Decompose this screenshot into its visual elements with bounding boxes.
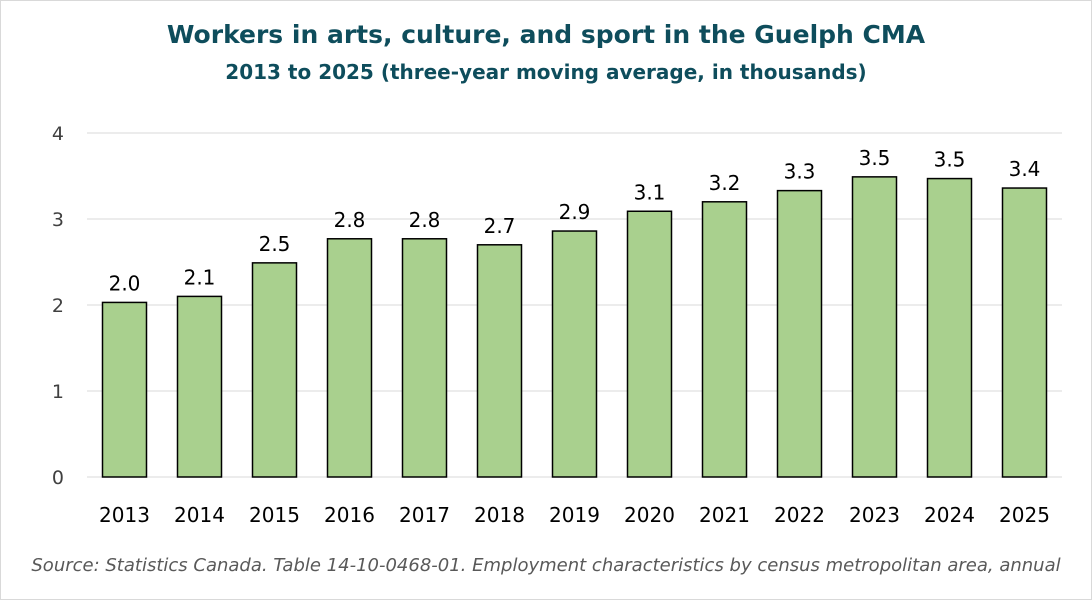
data-label: 2.9 xyxy=(559,200,591,224)
x-tick-label: 2024 xyxy=(924,503,975,527)
x-tick-label: 2013 xyxy=(99,503,150,527)
data-label: 3.3 xyxy=(784,160,816,184)
x-tick-label: 2015 xyxy=(249,503,300,527)
x-tick-label: 2021 xyxy=(699,503,750,527)
data-label: 2.7 xyxy=(484,214,516,238)
data-label: 2.0 xyxy=(109,271,141,295)
source-note: Source: Statistics Canada. Table 14-10-0… xyxy=(31,555,1061,576)
data-label: 3.5 xyxy=(859,146,891,170)
bar xyxy=(626,210,673,478)
x-tick-label: 2023 xyxy=(849,503,900,527)
data-label: 2.5 xyxy=(259,232,291,256)
bar xyxy=(476,244,523,478)
bar xyxy=(701,201,748,478)
chart-title: Workers in arts, culture, and sport in t… xyxy=(166,20,926,49)
x-tick-label: 2017 xyxy=(399,503,450,527)
data-label: 2.8 xyxy=(409,208,441,232)
x-tick-label: 2020 xyxy=(624,503,675,527)
bar xyxy=(926,177,973,478)
bar xyxy=(326,238,373,478)
data-label: 3.1 xyxy=(634,180,666,204)
bar xyxy=(776,189,823,478)
y-tick-label: 0 xyxy=(52,467,64,489)
bar xyxy=(551,230,598,478)
y-tick-label: 3 xyxy=(52,209,64,231)
bar xyxy=(1001,187,1048,478)
bar xyxy=(851,176,898,478)
bar xyxy=(251,262,298,478)
bar xyxy=(101,301,148,478)
data-label: 2.1 xyxy=(184,265,216,289)
x-tick-label: 2022 xyxy=(774,503,825,527)
x-tick-label: 2018 xyxy=(474,503,525,527)
y-tick-label: 4 xyxy=(52,123,64,145)
bar xyxy=(401,238,448,478)
data-label: 2.8 xyxy=(334,208,366,232)
x-tick-label: 2016 xyxy=(324,503,375,527)
x-tick-label: 2019 xyxy=(549,503,600,527)
chart-subtitle: 2013 to 2025 (three-year moving average,… xyxy=(225,60,867,84)
y-tick-label: 2 xyxy=(52,295,64,317)
x-tick-label: 2014 xyxy=(174,503,225,527)
data-label: 3.2 xyxy=(709,171,741,195)
data-label: 3.5 xyxy=(934,148,966,172)
y-tick-label: 1 xyxy=(52,381,64,403)
bar xyxy=(176,295,223,478)
data-label: 3.4 xyxy=(1009,157,1041,181)
x-tick-label: 2025 xyxy=(999,503,1050,527)
